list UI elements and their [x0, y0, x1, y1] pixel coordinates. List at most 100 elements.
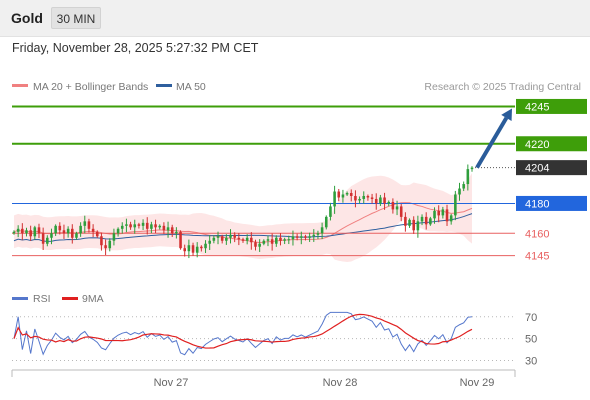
candle-body [275, 237, 278, 244]
candle-body [399, 206, 403, 217]
top-bar: Gold 30 MIN [0, 0, 590, 37]
level-label-4220: 4220 [525, 139, 549, 151]
candle-body [204, 243, 207, 249]
candle-body [129, 224, 132, 228]
price-panel: 4245 4220 4180 4160 4145 4204 [12, 98, 587, 263]
candle-body [87, 221, 91, 229]
candle-body [195, 246, 199, 253]
legend-ma50-label: MA 50 [176, 81, 206, 93]
candle-body [16, 228, 20, 232]
candle-body [83, 221, 87, 226]
legend-rsi-swatch [12, 297, 28, 300]
candle-body [37, 227, 41, 234]
candle-body [466, 169, 470, 185]
candle-body [370, 197, 374, 199]
candle-body [141, 222, 145, 226]
candle-body [208, 240, 211, 244]
x-tick-label: Nov 27 [154, 377, 189, 389]
candle-body [337, 191, 341, 198]
candle-body [166, 227, 170, 231]
candle-body [212, 237, 216, 241]
candle-body [462, 184, 465, 189]
candle-body [383, 197, 386, 204]
candle-body [362, 195, 366, 199]
candle-body [46, 237, 49, 244]
candle-body [287, 239, 291, 241]
candle-body [320, 227, 324, 234]
level-label-4180: 4180 [525, 198, 549, 210]
candle-body [158, 225, 162, 228]
level-tag-4245 [516, 98, 587, 114]
candle-body [387, 201, 391, 204]
candle-body [12, 231, 16, 234]
rsi-9ma-line [13, 313, 473, 349]
candle-body [162, 225, 166, 231]
watermark: Research © 2025 Trading Central [424, 81, 581, 93]
candle-body [266, 239, 270, 241]
candle-body [229, 234, 232, 238]
candle-body [233, 234, 236, 238]
candle-body [433, 210, 436, 219]
candle-body [308, 236, 311, 238]
candle-body [125, 224, 128, 226]
legend-9ma-swatch [62, 297, 78, 300]
candle-body [283, 239, 286, 241]
candle-body [304, 236, 307, 238]
candle-body [250, 237, 253, 243]
rsi-y-tick-label: 30 [525, 356, 537, 368]
candle-body [33, 227, 37, 237]
forecast-arrow-head [501, 108, 512, 121]
candle-body [333, 191, 336, 207]
x-tick-label: Nov 29 [460, 377, 495, 389]
candle-body [374, 198, 378, 204]
rsi-y-tick-label: 70 [525, 312, 537, 324]
candle-body [25, 230, 28, 234]
candle-body [200, 246, 203, 249]
candle-body [237, 237, 241, 240]
candle-body [191, 245, 195, 253]
legend-ma20-swatch [12, 84, 28, 87]
candle-body [449, 215, 453, 222]
timestamp: Friday, November 28, 2025 5:27:32 PM CET [12, 41, 259, 55]
candle-body [54, 225, 57, 234]
candle-body [254, 242, 257, 247]
candle-body [424, 216, 428, 225]
candle-body [300, 236, 303, 238]
candle-body [175, 231, 178, 234]
candle-body [91, 228, 95, 232]
candle-body [75, 233, 78, 238]
level-label-4145: 4145 [525, 251, 549, 263]
candle-body [108, 240, 112, 249]
level-label-4160: 4160 [525, 228, 549, 240]
candle-body [316, 233, 320, 235]
rsi-panel: 70 50 30 [12, 312, 537, 368]
candle-body [258, 243, 261, 247]
candle-body [154, 224, 157, 228]
candle-body [112, 233, 116, 241]
candle-body [291, 236, 295, 240]
candle-body [179, 231, 182, 249]
candle-body [470, 167, 474, 170]
candle-body [137, 224, 141, 226]
candle-body [62, 230, 66, 234]
candle-body [187, 245, 191, 252]
candle-body [395, 206, 399, 210]
candle-body [437, 210, 440, 216]
candle-body [412, 219, 415, 231]
candle-body [349, 193, 353, 196]
candle-body [379, 197, 382, 204]
rsi-line [13, 311, 473, 356]
candle-body [341, 194, 345, 198]
legend-ma50-swatch [156, 84, 172, 87]
instrument-name: Gold [11, 10, 43, 26]
candle-body [133, 224, 137, 228]
candle-body [216, 236, 220, 238]
candle-body [29, 230, 32, 237]
candle-body [279, 237, 282, 241]
candle-body [445, 209, 449, 222]
timeframe-button[interactable]: 30 MIN [51, 7, 101, 29]
candle-body [429, 218, 432, 225]
candle-body [420, 216, 424, 222]
candle-body [245, 237, 249, 241]
